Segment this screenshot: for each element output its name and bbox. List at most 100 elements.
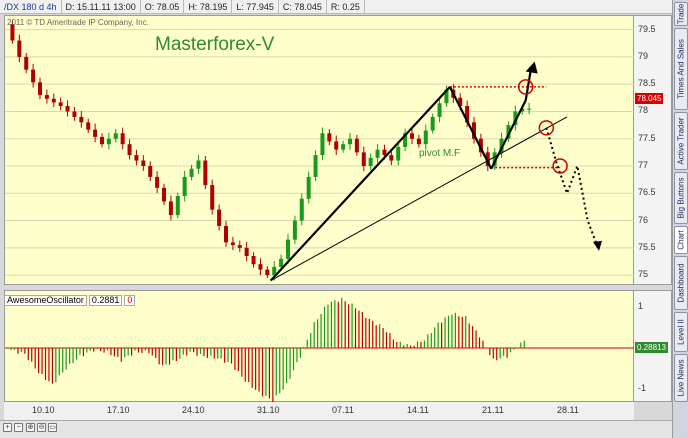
candle-body <box>155 176 160 188</box>
candle-body <box>492 152 497 166</box>
candle-body <box>244 247 249 256</box>
candle-body <box>38 82 42 96</box>
tab-times-and-sales[interactable]: Times And Sales <box>674 28 688 110</box>
symbol-info-bar: /DX 180 d 4h D: 15.11.11 13:00 O: 78.05 … <box>0 0 672 14</box>
last-price-tag: 78.045 <box>635 93 664 104</box>
candle-body <box>286 239 290 259</box>
trend-line <box>269 86 451 282</box>
candle-body <box>458 97 463 106</box>
time-tick-label: 10.10 <box>32 405 55 415</box>
candle-body <box>423 130 428 145</box>
tab-big-buttons[interactable]: Big Buttons <box>674 172 688 224</box>
candle-body <box>258 264 263 270</box>
candle-body <box>86 122 91 130</box>
zoom-out-icon[interactable]: ⊖ <box>37 423 46 432</box>
trend-line-extension <box>524 70 532 101</box>
oscillator-name[interactable]: AwesomeOscillator <box>4 295 87 306</box>
candle-body <box>272 266 277 276</box>
candle-body <box>396 146 401 161</box>
tab-trade[interactable]: Trade <box>674 2 688 26</box>
price-tick-label: 76.5 <box>638 187 656 198</box>
candle-body <box>93 129 98 137</box>
tab-dashboard[interactable]: Dashboard <box>674 256 688 310</box>
candle-body <box>10 24 15 41</box>
candle-body <box>182 176 187 196</box>
candle-body <box>237 245 242 248</box>
oscillator-value: 0.2881 <box>88 295 123 306</box>
candle-body <box>513 111 518 126</box>
price-chart-pane[interactable]: 2011 © TD Ameritrade IP Company, Inc. Ma… <box>4 15 635 285</box>
time-tick-label: 14.11 <box>407 405 429 415</box>
candle-body <box>162 187 166 202</box>
candle-body <box>44 95 49 99</box>
price-tick-label: 78.5 <box>638 78 656 89</box>
candle-body <box>478 138 483 153</box>
candle-body <box>79 116 84 123</box>
range-label: R: 0.25 <box>327 0 365 14</box>
candle-body <box>196 160 201 169</box>
candle-body <box>299 198 304 221</box>
candle-body <box>341 144 346 150</box>
close-label: C: 78.045 <box>279 0 327 14</box>
chart-title: Masterforex-V <box>155 34 275 55</box>
candle-body <box>472 122 476 139</box>
symbol-label[interactable]: /DX 180 d 4h <box>0 0 62 14</box>
tab-chart[interactable]: Chart <box>674 226 688 254</box>
candle-body <box>354 138 359 153</box>
candle-body <box>520 108 525 112</box>
candle-body <box>437 103 442 117</box>
candle-body <box>65 106 70 112</box>
candle-body <box>506 125 511 139</box>
candle-body <box>444 89 449 104</box>
oscillator-tick-label: -1 <box>638 382 647 393</box>
candle-body <box>313 155 318 177</box>
candle-body <box>175 196 180 216</box>
low-label: L: 77.945 <box>232 0 279 14</box>
candle-body <box>113 133 118 139</box>
candle-body <box>217 209 222 226</box>
fit-icon[interactable]: ▭ <box>48 423 57 432</box>
candle-body <box>148 166 153 177</box>
candle-body <box>224 226 228 243</box>
price-tick-label: 78 <box>638 105 649 116</box>
trend-line <box>448 86 493 170</box>
candle-body <box>279 258 284 267</box>
candle-body <box>230 242 235 246</box>
tab-level-ii[interactable]: Level II <box>674 312 688 352</box>
candle-body <box>499 138 504 153</box>
highlight-circle <box>517 79 534 95</box>
high-label: H: 78.195 <box>184 0 233 14</box>
candle-body <box>31 69 36 83</box>
trend-line <box>270 116 568 281</box>
price-tick-label: 76 <box>638 214 649 225</box>
bottom-toolbar: + − ⊕ ⊖ ▭ <box>0 420 672 438</box>
candle-body <box>382 149 387 156</box>
arrow-head-up <box>525 61 538 74</box>
oscillator-tick-label: 1 <box>638 301 644 312</box>
collapse-icon[interactable]: − <box>14 423 23 432</box>
candle-body <box>375 149 380 158</box>
candle-body <box>210 185 215 210</box>
oscillator-pane[interactable] <box>4 290 635 403</box>
price-tick-label: 79 <box>638 50 649 61</box>
candle-body <box>389 155 394 161</box>
time-axis: 10.10 17.10 24.10 31.10 07.11 14.11 21.11 28.11 <box>4 402 634 420</box>
time-tick-label: 31.10 <box>257 405 280 415</box>
candle-body <box>100 136 104 145</box>
candle-body <box>465 106 470 123</box>
candle-body <box>141 160 146 166</box>
candle-body <box>58 102 63 106</box>
candle-body <box>327 133 332 142</box>
forecast-path <box>545 127 599 249</box>
candle-body <box>348 138 352 145</box>
candle-body <box>292 220 297 240</box>
expand-icon[interactable]: + <box>3 423 12 432</box>
side-tabbar: Trade Times And Sales Active Trader Big … <box>672 0 688 438</box>
candle-body <box>416 138 421 145</box>
price-tick-label: 77.5 <box>638 132 656 143</box>
price-axis: 75 75.5 76 76.5 77 77.5 78 78.5 79 79.5 <box>634 15 672 285</box>
oscillator-flag: 0 <box>124 295 136 306</box>
zoom-in-icon[interactable]: ⊕ <box>26 423 35 432</box>
tab-active-trader[interactable]: Active Trader <box>674 112 688 170</box>
tab-live-news[interactable]: Live News <box>674 354 688 402</box>
